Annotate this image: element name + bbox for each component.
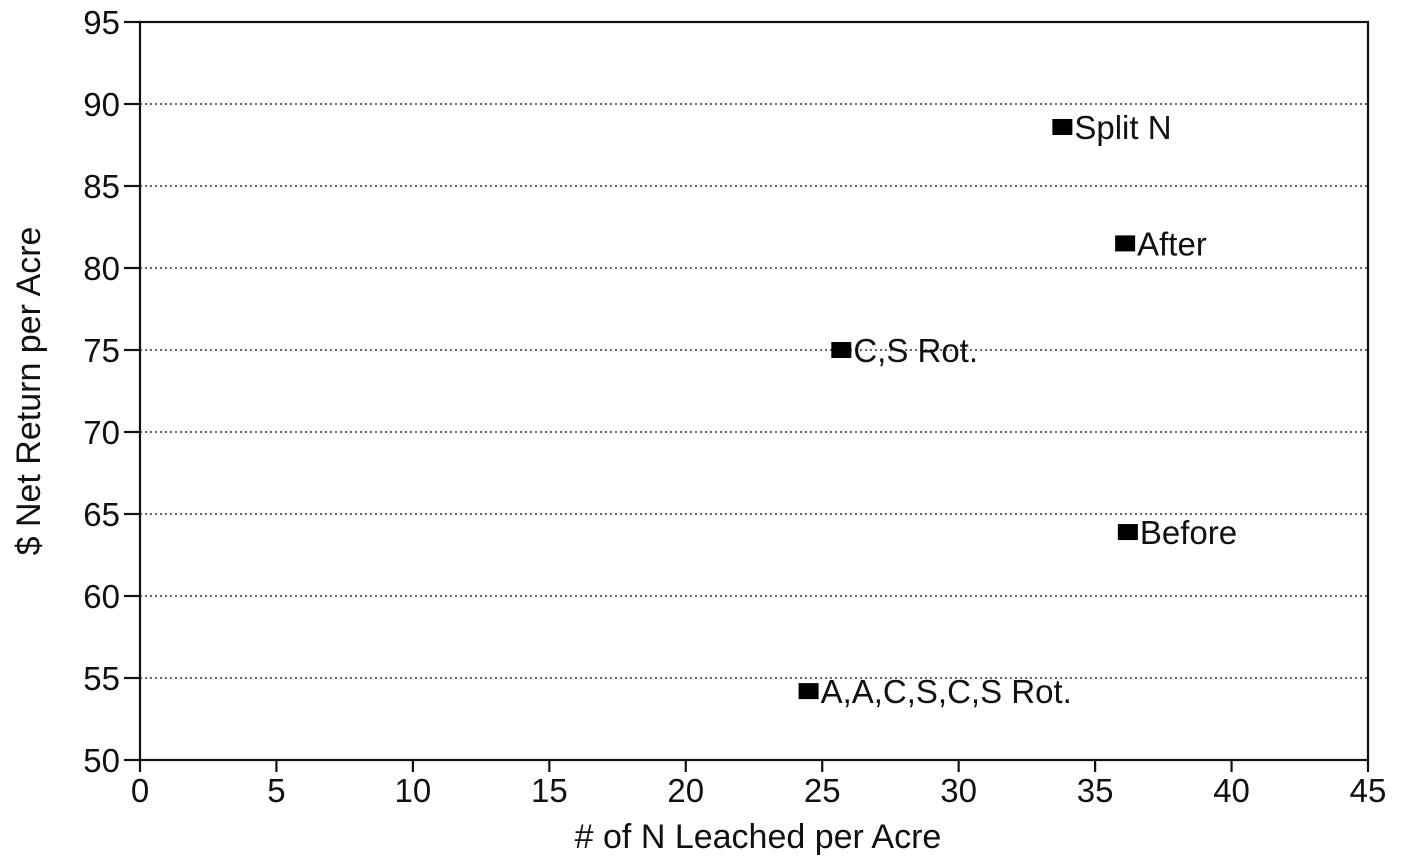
y-tick-label: 95 [83,4,120,41]
x-tick-label: 35 [1077,772,1114,809]
x-tick-label: 0 [131,772,149,809]
data-point-marker [798,683,819,700]
data-points: Split N After C,S Rot. Before A,A,C,S,C,S Ro… [798,109,1237,710]
x-axis-title: # of N Leached per Acre [575,818,942,856]
y-tick-label: 55 [83,660,120,697]
data-point-marker [1117,524,1138,541]
axis-ticks: 50 55 60 65 70 75 80 85 90 95 0 5 10 15 20 25 30 35 40 45 [83,4,1386,809]
plot-frame [138,20,1370,762]
y-tick-label: 90 [83,86,120,123]
data-point-label: A,A,C,S,C,S Rot. [821,673,1072,710]
x-tick-label: 20 [667,772,704,809]
data-point-label: Split N [1074,109,1171,146]
y-tick-label: 75 [83,332,120,369]
data-point-marker [1052,118,1073,135]
y-tick-label: 50 [83,742,120,779]
data-point-label: Before [1140,514,1237,551]
x-tick-label: 10 [395,772,432,809]
y-tick-label: 65 [83,496,120,533]
x-tick-label: 15 [531,772,568,809]
data-point-marker [831,342,852,358]
x-tick-label: 45 [1350,772,1387,809]
x-tick-label: 5 [267,772,285,809]
y-tick-label: 80 [83,250,120,287]
data-point-label: After [1137,225,1207,262]
y-axis-title: $ Net Return per Acre [10,227,48,556]
x-tick-label: 30 [940,772,977,809]
grid [140,103,1368,679]
x-tick-label: 25 [804,772,841,809]
x-tick-label: 40 [1213,772,1250,809]
data-point-label: C,S Rot. [853,332,978,369]
data-point-marker [1115,235,1136,252]
y-tick-label: 85 [83,168,120,205]
y-tick-label: 60 [83,578,120,615]
y-tick-label: 70 [83,414,120,451]
